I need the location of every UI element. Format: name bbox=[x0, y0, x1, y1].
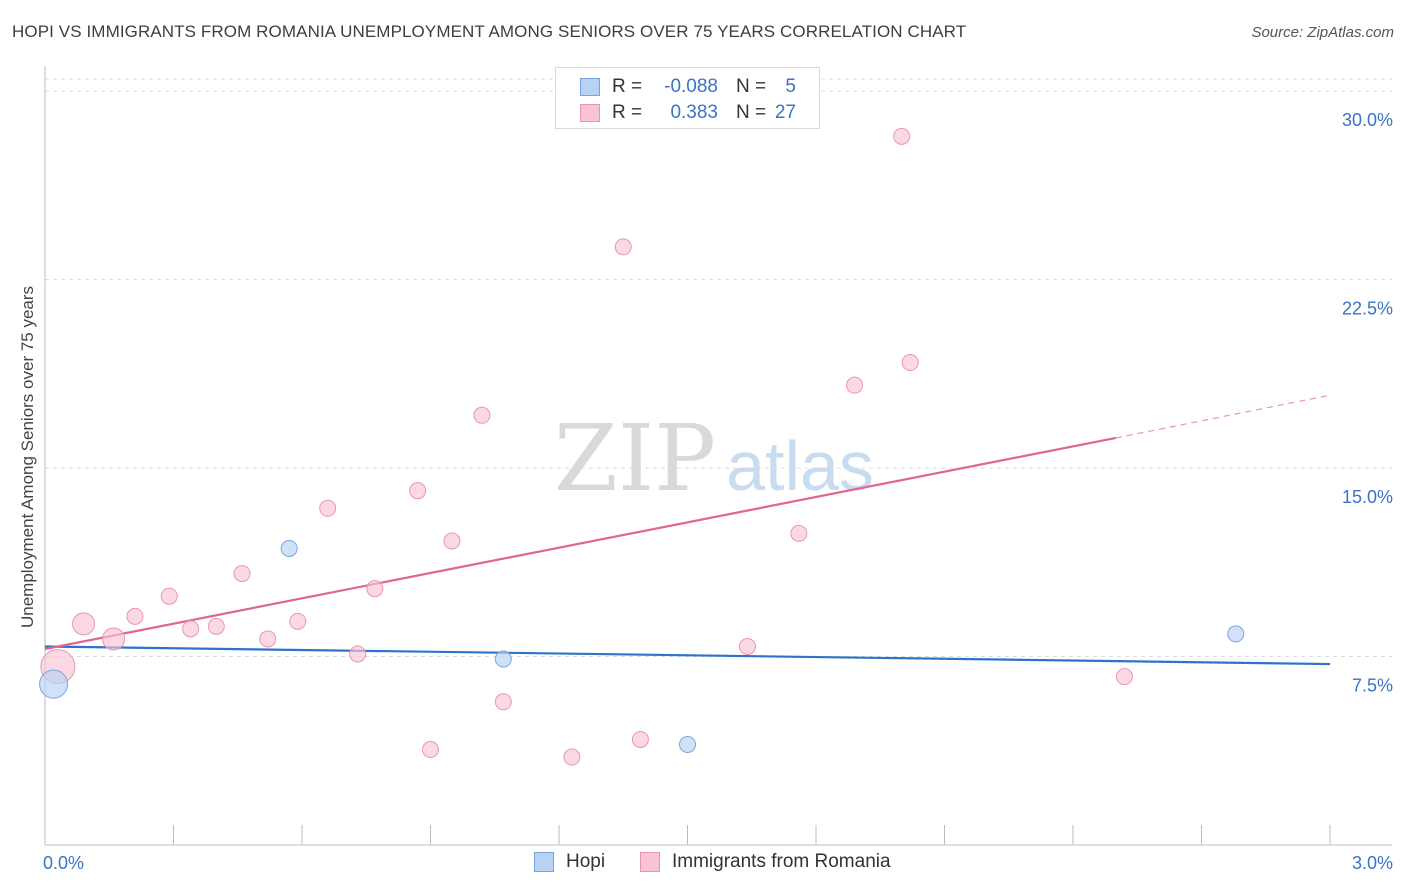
hopi-point bbox=[39, 669, 69, 699]
romania-point bbox=[289, 612, 307, 630]
romania-point bbox=[102, 627, 126, 651]
romania-point bbox=[72, 612, 96, 636]
watermark-atlas: atlas bbox=[726, 427, 874, 505]
romania-point bbox=[563, 748, 581, 766]
data-points bbox=[39, 127, 1245, 766]
hopi-swatch bbox=[580, 78, 600, 96]
hopi-trend-line bbox=[44, 645, 1331, 666]
y-tick-label: 30.0% bbox=[1342, 110, 1393, 130]
romania-point bbox=[631, 730, 649, 748]
romania-point bbox=[207, 617, 225, 635]
r-label: R = bbox=[612, 102, 643, 123]
romania-point bbox=[901, 354, 919, 372]
series-legend: Hopi Immigrants from Romania bbox=[0, 851, 1406, 877]
romania-point bbox=[259, 630, 277, 648]
stats-legend: R = -0.088 N = 5 R = 0.383 N = 27 bbox=[555, 67, 820, 129]
romania-point bbox=[893, 127, 911, 145]
romania-point bbox=[409, 482, 427, 500]
romania-point bbox=[126, 607, 144, 625]
romania-point bbox=[1115, 668, 1133, 686]
n-value: 5 bbox=[785, 76, 796, 97]
x-tick-label: 3.0% bbox=[1352, 853, 1393, 873]
romania-point bbox=[846, 376, 864, 394]
romania-point bbox=[494, 693, 512, 711]
y-axis-label: Unemployment Among Seniors over 75 years bbox=[18, 285, 37, 629]
r-label: R = bbox=[612, 76, 643, 97]
y-tick-label: 15.0% bbox=[1342, 487, 1393, 507]
source-label: Source: ZipAtlas.com bbox=[1251, 24, 1394, 41]
n-value: 27 bbox=[774, 102, 796, 123]
legend-label-hopi: Hopi bbox=[566, 851, 606, 872]
romania-point bbox=[160, 587, 178, 605]
romania-point bbox=[790, 524, 808, 542]
x-tick-label: 0.0% bbox=[43, 853, 84, 873]
legend-row-hopi: R = -0.088 N = 5 bbox=[580, 75, 796, 99]
y-tick-label: 22.5% bbox=[1342, 299, 1393, 319]
romania-point bbox=[319, 499, 337, 517]
chart-title: HOPI VS IMMIGRANTS FROM ROMANIA UNEMPLOY… bbox=[12, 22, 967, 41]
hopi-swatch bbox=[534, 852, 554, 872]
hopi-point bbox=[494, 650, 512, 668]
romania-swatch bbox=[580, 104, 600, 122]
legend-item-romania[interactable]: Immigrants from Romania bbox=[640, 851, 891, 873]
hopi-point bbox=[280, 539, 298, 557]
tick-labels: 7.5% 15.0% 22.5% 30.0% 0.0% 3.0% bbox=[43, 110, 1393, 873]
trend-lines bbox=[44, 394, 1331, 666]
romania-point bbox=[349, 645, 367, 663]
romania-point bbox=[738, 637, 756, 655]
watermark-zip: ZIP bbox=[554, 405, 716, 512]
r-value: -0.088 bbox=[664, 76, 718, 97]
romania-point bbox=[233, 565, 251, 583]
romania-point bbox=[422, 741, 439, 759]
romania-point bbox=[366, 580, 384, 598]
n-label: N = bbox=[736, 102, 767, 123]
romania-point bbox=[614, 238, 632, 256]
n-label: N = bbox=[736, 76, 767, 97]
hopi-point bbox=[1227, 625, 1245, 643]
r-value: 0.383 bbox=[670, 102, 718, 123]
romania-point bbox=[182, 620, 200, 638]
y-tick-label: 7.5% bbox=[1352, 676, 1393, 696]
axes bbox=[44, 66, 1392, 846]
legend-label-romania: Immigrants from Romania bbox=[672, 851, 891, 872]
romania-point bbox=[443, 532, 461, 550]
watermark: ZIP atlas bbox=[554, 405, 874, 512]
legend-item-hopi[interactable]: Hopi bbox=[534, 851, 605, 873]
romania-swatch bbox=[640, 852, 660, 872]
romania-point bbox=[473, 406, 491, 424]
hopi-point bbox=[679, 735, 696, 753]
romania-trend-line bbox=[44, 436, 1117, 651]
legend-row-romania: R = 0.383 N = 27 bbox=[580, 101, 796, 125]
romania-trend-extension bbox=[1115, 394, 1331, 439]
